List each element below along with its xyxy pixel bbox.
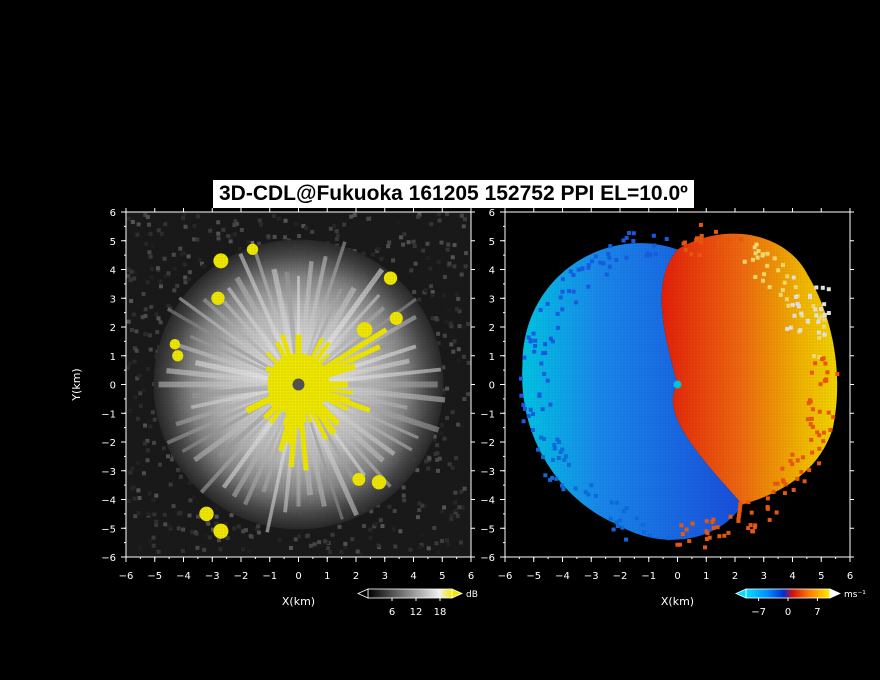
x-tick-label: −6 [119,571,134,582]
x-tick-label: 0 [295,571,301,582]
y-tick-label: −1 [480,409,495,420]
y-tick-label: 1 [110,352,116,363]
y-tick-label: 0 [489,381,495,392]
x-tick-label: −2 [234,571,249,582]
colorbar-tick-label: −7 [751,607,766,618]
y-tick-label: −2 [101,438,116,449]
y-tick-label: 2 [110,323,116,334]
chart-title: 3D-CDL@Fukuoka 161205 152752 PPI EL=10.0… [213,180,694,208]
colorbar-tick-label: 18 [434,607,447,618]
y-tick-label: −6 [480,553,495,564]
y-tick-label: −5 [101,524,116,535]
y-tick-label: −3 [101,467,116,478]
x-tick-label: −2 [613,571,628,582]
y-tick-label: 2 [489,323,495,334]
y-tick-label: −6 [101,553,116,564]
y-tick-label: 3 [489,294,495,305]
x-tick-label: 4 [789,571,795,582]
x-tick-label: −1 [262,571,277,582]
colorbar-tick-label: 7 [814,607,820,618]
x-tick-label: −3 [584,571,599,582]
panel-right [500,208,854,562]
y-tick-label: −4 [101,496,116,507]
y-tick-label: −4 [480,496,495,507]
y-tick-label: 1 [489,352,495,363]
x-axis-label: X(km) [661,595,694,608]
x-tick-label: 5 [818,571,824,582]
y-tick-label: −1 [101,409,116,420]
x-tick-label: −6 [498,571,513,582]
x-tick-label: −4 [555,571,570,582]
y-tick-label: 3 [110,294,116,305]
x-tick-label: 5 [439,571,445,582]
y-tick-label: 5 [110,237,116,248]
x-tick-label: 1 [324,571,330,582]
y-tick-label: 6 [489,208,495,219]
x-tick-label: −3 [205,571,220,582]
x-tick-label: 0 [674,571,680,582]
colorbar-unit: ms⁻¹ [844,590,866,600]
grid-overlay [126,212,471,557]
x-tick-label: 6 [847,571,853,582]
x-tick-label: 2 [732,571,738,582]
colorbar-high-arrow [451,588,463,599]
x-tick-label: 2 [353,571,359,582]
y-tick-label: 4 [489,266,495,277]
x-axis-label: X(km) [282,595,315,608]
y-tick-label: 5 [489,237,495,248]
colorbar-bar [367,588,453,599]
y-tick-label: −3 [480,467,495,478]
x-tick-label: −5 [147,571,162,582]
colorbar-tick-label: 0 [785,607,791,618]
x-tick-label: −1 [641,571,656,582]
y-axis-label: Y(km) [70,368,83,401]
y-tick-label: −2 [480,438,495,449]
colorbar-high-arrow [829,588,841,599]
x-tick-label: 4 [410,571,416,582]
colorbar-unit: dB [466,590,478,600]
colorbar-bar [745,588,831,599]
colorbar-tick-label: 12 [410,607,423,618]
colorbar-low-arrow [357,588,369,599]
x-tick-label: 3 [382,571,388,582]
y-tick-label: −5 [480,524,495,535]
x-tick-label: 1 [703,571,709,582]
colorbar-low-arrow [735,588,747,599]
grid-overlay [505,212,850,557]
colorbar-right [735,588,841,601]
panel-left [121,208,475,562]
y-tick-label: 6 [110,208,116,219]
x-tick-label: 6 [468,571,474,582]
colorbar-left [357,588,463,601]
y-tick-label: 0 [110,381,116,392]
x-tick-label: 3 [761,571,767,582]
colorbar-tick-label: 6 [389,607,395,618]
x-tick-label: −5 [526,571,541,582]
x-tick-label: −4 [176,571,191,582]
y-tick-label: 4 [110,266,116,277]
